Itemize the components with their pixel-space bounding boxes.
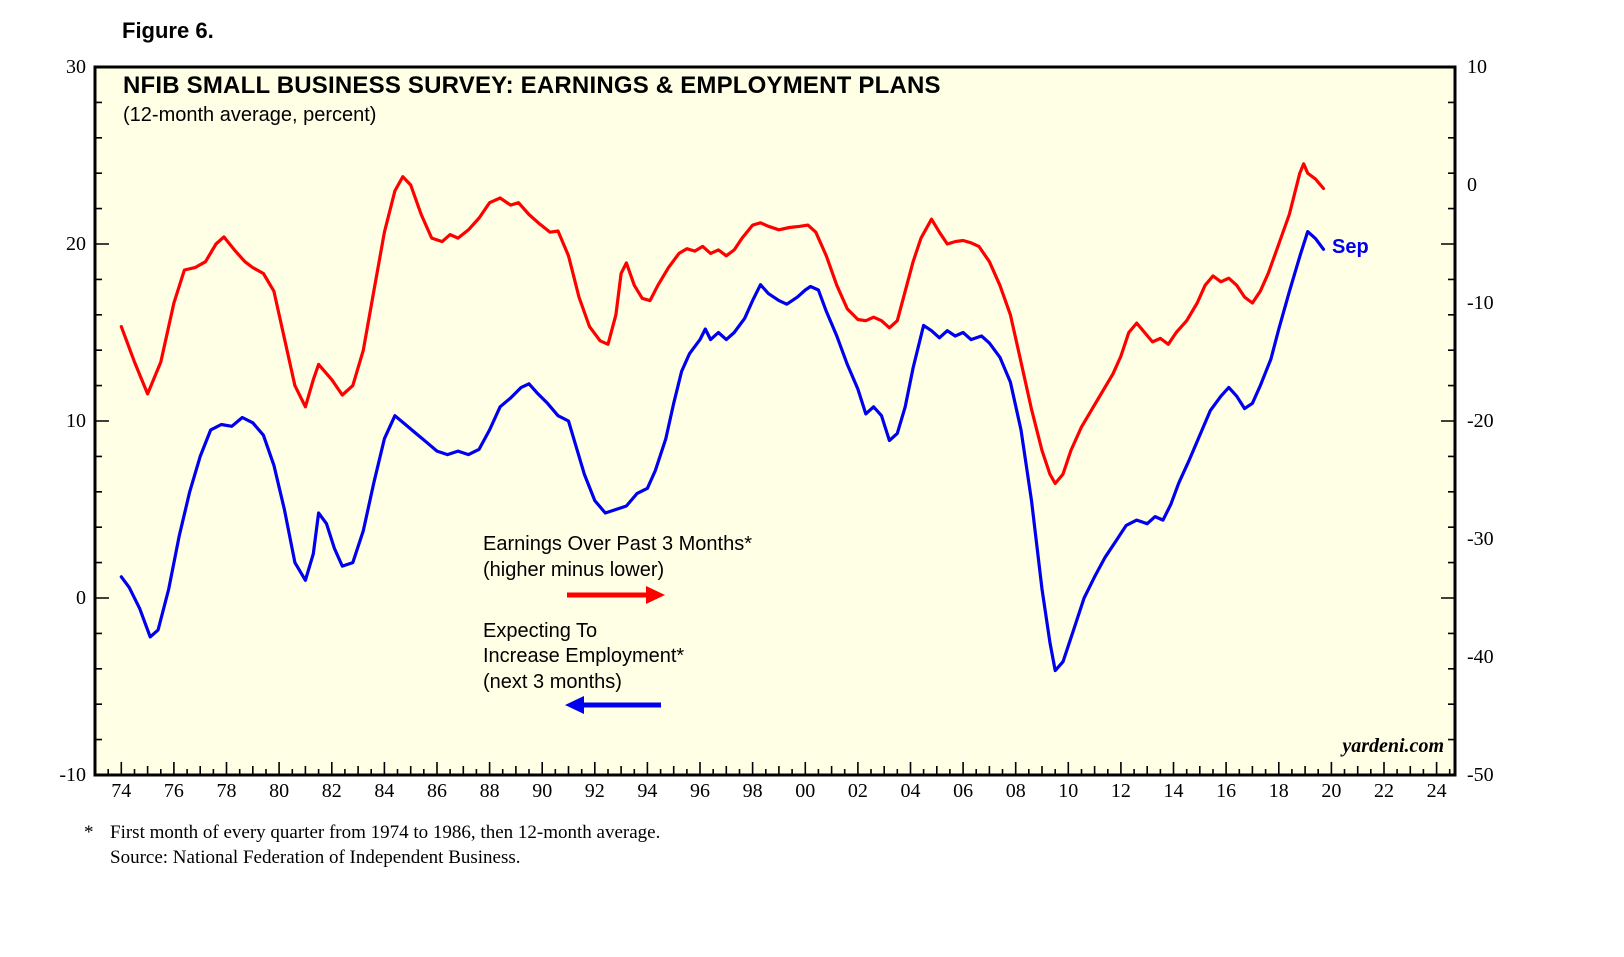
chart-subtitle: (12-month average, percent) xyxy=(123,104,377,126)
yardeni-watermark: yardeni.com xyxy=(1342,735,1444,757)
legend-earnings-line2: (higher minus lower) xyxy=(483,559,665,581)
series-end-label-sep: Sep xyxy=(1332,236,1369,258)
legend-employment-line2: Increase Employment* xyxy=(483,645,685,667)
figure-label: Figure 6. xyxy=(122,18,214,43)
series-line-left xyxy=(119,230,1326,673)
footnote-line2: Source: National Federation of Independe… xyxy=(110,847,521,868)
chart-title: NFIB SMALL BUSINESS SURVEY: EARNINGS & E… xyxy=(123,72,941,99)
footnote-line1: First month of every quarter from 1974 t… xyxy=(110,822,661,843)
legend-employment-line1: Expecting To xyxy=(483,620,598,642)
series-line-right xyxy=(119,162,1326,486)
legend-employment-line3: (next 3 months) xyxy=(483,671,622,693)
legend-earnings-line1: Earnings Over Past 3 Months* xyxy=(483,533,753,555)
footnote-asterisk: * xyxy=(84,822,94,843)
